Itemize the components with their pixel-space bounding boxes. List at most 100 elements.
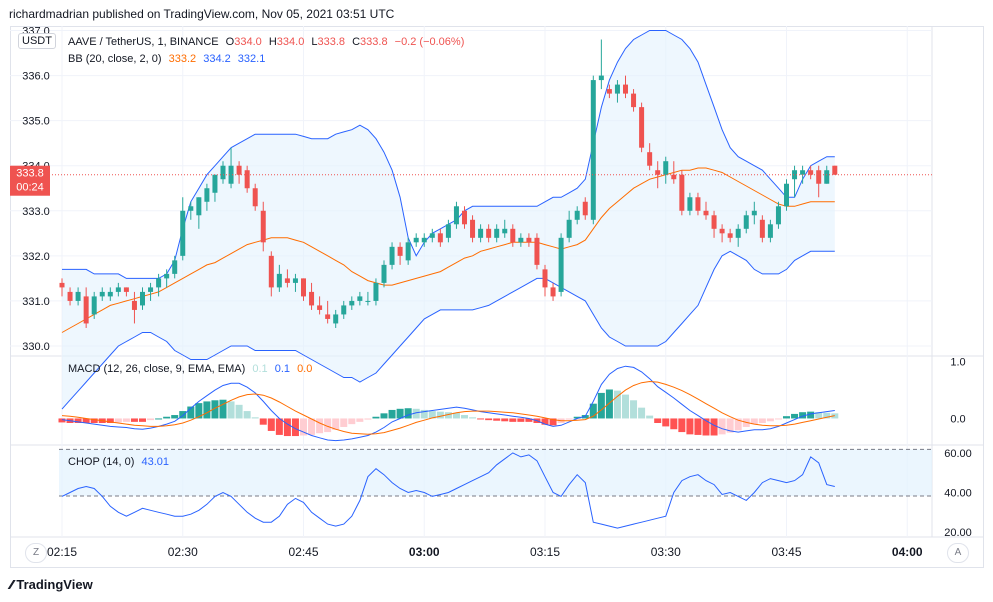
macd-hist-bar	[670, 418, 678, 430]
macd-hist-bar	[235, 404, 243, 419]
scale-z-button[interactable]: Z	[25, 543, 47, 563]
candle-body	[679, 174, 685, 211]
candle-body	[687, 197, 693, 211]
candle-body	[800, 170, 806, 175]
candle-body	[518, 237, 524, 243]
candle-body	[317, 305, 323, 310]
macd-hist-bar	[678, 418, 686, 433]
macd-hist-bar	[171, 415, 179, 419]
legend-macd: MACD (12, 26, close, 9, EMA, EMA) 0.1 0.…	[68, 363, 316, 375]
last-price-label-box	[10, 165, 50, 196]
candle-body	[276, 273, 282, 288]
candle-body	[429, 233, 435, 238]
macd-hist-bar	[179, 411, 187, 419]
candle-body	[349, 300, 355, 306]
candle-body	[542, 269, 548, 288]
macd-hist-bar	[581, 415, 589, 419]
macd-hist-bar	[734, 418, 742, 431]
candle-body	[212, 174, 218, 193]
candle-body	[775, 206, 781, 225]
macd-hist-bar	[638, 407, 646, 419]
tradingview-logo-icon: ⁄⁄	[10, 577, 14, 592]
legend-symbol: AAVE / TetherUS, 1, BINANCE	[68, 36, 219, 48]
macd-hist-bar	[525, 418, 533, 422]
candle-body	[470, 219, 476, 238]
candle-body	[663, 161, 669, 175]
macd-hist-bar	[348, 418, 356, 425]
macd-hist-bar	[597, 392, 605, 419]
macd-hist-bar	[324, 418, 332, 433]
candle-body	[357, 296, 363, 301]
macd-hist-bar	[372, 416, 380, 419]
macd-hist-bar	[823, 412, 831, 419]
macd-hist-bar	[662, 418, 670, 427]
candle-body	[292, 278, 298, 283]
macd-hist-bar	[646, 415, 654, 419]
candle-body	[325, 314, 331, 319]
candle-body	[784, 183, 789, 207]
candle-body	[244, 170, 250, 189]
candle-body	[301, 278, 306, 297]
macd-tick-label: 0.0	[950, 413, 965, 425]
macd-hist-bar	[791, 413, 799, 419]
macd-hist-bar	[509, 418, 517, 422]
macd-hist-bar	[815, 412, 823, 419]
macd-hist-bar	[139, 418, 146, 422]
macd-hist-bar	[356, 418, 364, 422]
macd-hist-bar	[147, 418, 155, 421]
macd-hist-bar	[436, 411, 444, 419]
macd-hist-bar	[283, 418, 291, 437]
candle-body	[365, 300, 371, 302]
macd-hist-bar	[517, 418, 525, 422]
price-tick-label: 331.0	[22, 296, 50, 308]
macd-hist-bar	[694, 418, 702, 435]
macd-histogram	[58, 389, 839, 437]
candle-body	[494, 228, 500, 238]
candle-body	[148, 287, 154, 292]
candle-body	[824, 170, 830, 184]
candle-body	[405, 242, 411, 261]
macd-hist-bar	[469, 417, 477, 419]
chart-canvas[interactable]: 330.0331.0332.0333.0334.0335.0336.0337.0…	[10, 26, 984, 568]
candle-body	[526, 237, 532, 243]
macd-hist-bar	[291, 418, 299, 437]
chop-tick-label: 40.00	[944, 487, 972, 499]
macd-hist-bar	[452, 412, 460, 419]
candle-body	[252, 188, 258, 207]
footer-brand-label: TradingView	[16, 577, 93, 592]
currency-button[interactable]: USDT	[18, 33, 56, 49]
candle-body	[140, 291, 145, 306]
candle-body	[727, 233, 733, 238]
macd-hist-bar	[90, 418, 98, 423]
candle-body	[606, 89, 612, 94]
legend-chop-name: CHOP (14, 0)	[68, 456, 135, 468]
candles	[59, 39, 838, 328]
candle-body	[566, 219, 572, 238]
candle-body	[99, 291, 105, 297]
candle-body	[655, 170, 661, 175]
macd-hist-bar	[420, 409, 428, 419]
legend-bb-name: BB (20, close, 2, 0)	[68, 53, 162, 65]
candle-body	[284, 278, 290, 283]
legend-macd-name: MACD (12, 26, close, 9, EMA, EMA)	[68, 363, 246, 375]
time-tick-label: 03:00	[409, 545, 440, 559]
chop-line	[61, 452, 835, 529]
macd-hist-bar	[718, 418, 726, 435]
scale-auto-button[interactable]: A	[947, 543, 969, 563]
macd-hist-bar	[807, 411, 815, 419]
price-tick-label: 336.0	[22, 71, 50, 83]
candle-body	[421, 237, 427, 243]
macd-hist-bar	[82, 418, 90, 423]
candle-body	[309, 291, 315, 306]
macd-hist-bar	[750, 418, 758, 425]
macd-hist-bar	[195, 403, 203, 419]
candle-body	[502, 228, 508, 234]
legend-high: H334.0	[268, 36, 305, 48]
candle-body	[647, 152, 653, 166]
candle-body	[204, 188, 210, 202]
legend-chop: CHOP (14, 0) 43.01	[68, 456, 173, 468]
macd-hist-bar	[686, 418, 694, 435]
candle-body	[598, 75, 604, 81]
candle-body	[341, 305, 347, 315]
price-tick-label: 333.0	[22, 206, 50, 218]
